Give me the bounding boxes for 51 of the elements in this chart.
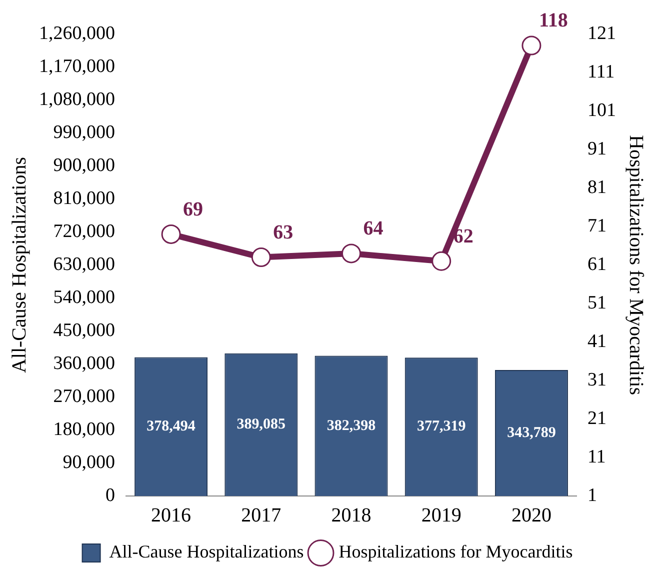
y2-tick-label: 31 xyxy=(588,369,606,390)
y2-tick-label: 21 xyxy=(588,408,606,429)
y2-tick-label: 71 xyxy=(588,215,606,236)
y2-tick-label: 91 xyxy=(588,138,606,160)
y-tick-label: 360,000 xyxy=(53,352,115,374)
data-label: 343,789 xyxy=(507,424,556,441)
y-tick-label: 900,000 xyxy=(53,154,115,176)
y2-tick-label: 11 xyxy=(588,446,606,468)
y2-tick-label: 51 xyxy=(588,292,606,314)
x-tick-label: 2019 xyxy=(421,504,462,526)
y-tick-label: 540,000 xyxy=(53,286,115,308)
x-tick-label: 2016 xyxy=(151,504,192,526)
point xyxy=(522,36,542,56)
data-label: 118 xyxy=(538,10,568,32)
y-tick-label: 990,000 xyxy=(53,122,115,143)
y2-tick-label: 61 xyxy=(588,254,606,275)
y2-tick-label: 121 xyxy=(588,22,616,44)
y2-axis-title: Hospitalizations for Myocarditis xyxy=(624,135,647,396)
x-tick-label: 2020 xyxy=(511,504,552,526)
y2-tick-label: 101 xyxy=(588,100,616,121)
data-label: 377,319 xyxy=(416,418,466,435)
y-tick-label: 720,000 xyxy=(53,220,115,242)
y-tick-label: 630,000 xyxy=(53,254,115,275)
x-tick-label: 2017 xyxy=(241,504,282,526)
y-tick-label: 0 xyxy=(106,484,115,506)
x-tick-label: 2018 xyxy=(331,504,372,526)
y-axis-title: All-Cause Hospitalizations xyxy=(8,156,30,374)
y-tick-label: 1,260,000 xyxy=(39,22,115,44)
point xyxy=(251,248,271,268)
y-tick-label: 450,000 xyxy=(53,320,115,341)
data-label: 64 xyxy=(363,218,384,240)
point xyxy=(161,224,181,244)
y-tick-label: 270,000 xyxy=(53,386,115,407)
y2-tick-label: 41 xyxy=(588,330,606,352)
y2-tick-label: 81 xyxy=(588,176,606,198)
y2-tick-label: 111 xyxy=(588,61,615,82)
point xyxy=(342,244,361,264)
data-label: 63 xyxy=(273,221,294,244)
y-tick-label: 1,170,000 xyxy=(39,56,115,77)
y-tick-label: 90,000 xyxy=(62,452,115,473)
y-tick-label: 180,000 xyxy=(53,418,115,440)
data-label: 382,398 xyxy=(326,418,376,434)
y-tick-label: 810,000 xyxy=(53,188,115,209)
y-tick-label: 1,080,000 xyxy=(39,88,115,110)
legend-label: All-Cause Hospitalizations xyxy=(109,542,304,562)
data-label: 378,494 xyxy=(146,418,196,434)
data-label: 69 xyxy=(183,198,204,220)
legend-label: Hospitalizations for Myocarditis xyxy=(338,542,573,562)
point xyxy=(432,251,452,271)
y2-tick-label: 1 xyxy=(588,484,597,506)
data-label: 389,085 xyxy=(236,416,286,433)
